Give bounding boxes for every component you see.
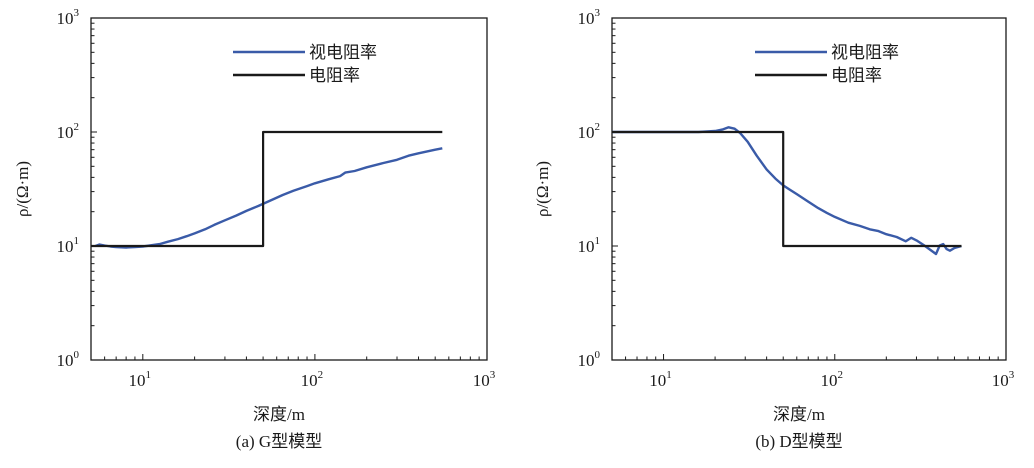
x-tick-base: 10 bbox=[821, 371, 838, 390]
x-tick-exponent: 1 bbox=[146, 369, 152, 381]
y-tick-exponent: 2 bbox=[595, 121, 601, 133]
y-tick-base: 10 bbox=[578, 9, 595, 28]
x-tick-label: 103 bbox=[473, 369, 496, 390]
y-tick-base: 10 bbox=[57, 237, 74, 256]
x-tick-base: 10 bbox=[649, 371, 666, 390]
series-line-apparent-resistivity bbox=[612, 126, 962, 256]
x-tick-label: 101 bbox=[129, 369, 152, 390]
x-axis-label: 深度/m bbox=[773, 405, 825, 424]
y-tick-label: 103 bbox=[57, 7, 80, 28]
series-line-apparent-resistivity bbox=[94, 147, 443, 249]
series-line-resistivity bbox=[612, 130, 962, 248]
panel-caption: (a) G型模型 bbox=[236, 432, 322, 451]
y-tick-base: 10 bbox=[578, 123, 595, 142]
x-tick-base: 10 bbox=[301, 371, 318, 390]
x-tick-base: 10 bbox=[992, 371, 1009, 390]
y-tick-label: 102 bbox=[578, 121, 601, 142]
y-axis-label: ρ/(Ω·m) bbox=[13, 161, 32, 217]
legend-label: 电阻率 bbox=[831, 66, 882, 85]
x-tick-base: 10 bbox=[129, 371, 146, 390]
legend-label: 电阻率 bbox=[309, 66, 360, 85]
y-tick-label: 103 bbox=[578, 7, 601, 28]
y-tick-exponent: 0 bbox=[595, 349, 601, 361]
plot-frame bbox=[611, 17, 1007, 361]
y-tick-label: 101 bbox=[57, 235, 80, 256]
y-tick-label: 100 bbox=[57, 349, 80, 370]
y-tick-base: 10 bbox=[57, 9, 74, 28]
x-tick-exponent: 1 bbox=[666, 369, 672, 381]
y-tick-base: 10 bbox=[57, 123, 74, 142]
y-tick-exponent: 0 bbox=[74, 349, 80, 361]
x-axis-label: 深度/m bbox=[253, 405, 305, 424]
x-tick-exponent: 2 bbox=[318, 369, 324, 381]
x-tick-exponent: 3 bbox=[490, 369, 496, 381]
y-tick-exponent: 3 bbox=[74, 7, 80, 19]
y-axis-label: ρ/(Ω·m) bbox=[533, 161, 552, 217]
y-tick-base: 10 bbox=[57, 351, 74, 370]
y-tick-exponent: 1 bbox=[74, 235, 80, 247]
x-tick-exponent: 3 bbox=[1009, 369, 1015, 381]
panel-caption: (b) D型模型 bbox=[755, 432, 842, 451]
x-tick-label: 102 bbox=[301, 369, 324, 390]
y-tick-exponent: 2 bbox=[74, 121, 80, 133]
y-tick-exponent: 1 bbox=[595, 235, 601, 247]
x-tick-exponent: 2 bbox=[838, 369, 844, 381]
y-tick-label: 101 bbox=[578, 235, 601, 256]
x-tick-label: 101 bbox=[649, 369, 672, 390]
y-tick-exponent: 3 bbox=[595, 7, 601, 19]
x-tick-label: 103 bbox=[992, 369, 1015, 390]
legend-label: 视电阻率 bbox=[309, 43, 377, 62]
y-tick-label: 102 bbox=[57, 121, 80, 142]
y-tick-base: 10 bbox=[578, 351, 595, 370]
x-tick-label: 102 bbox=[821, 369, 844, 390]
plot-frame bbox=[90, 17, 488, 361]
y-tick-base: 10 bbox=[578, 237, 595, 256]
y-tick-label: 100 bbox=[578, 349, 601, 370]
legend-label: 视电阻率 bbox=[831, 43, 899, 62]
x-tick-base: 10 bbox=[473, 371, 490, 390]
series-line-resistivity bbox=[91, 130, 443, 248]
